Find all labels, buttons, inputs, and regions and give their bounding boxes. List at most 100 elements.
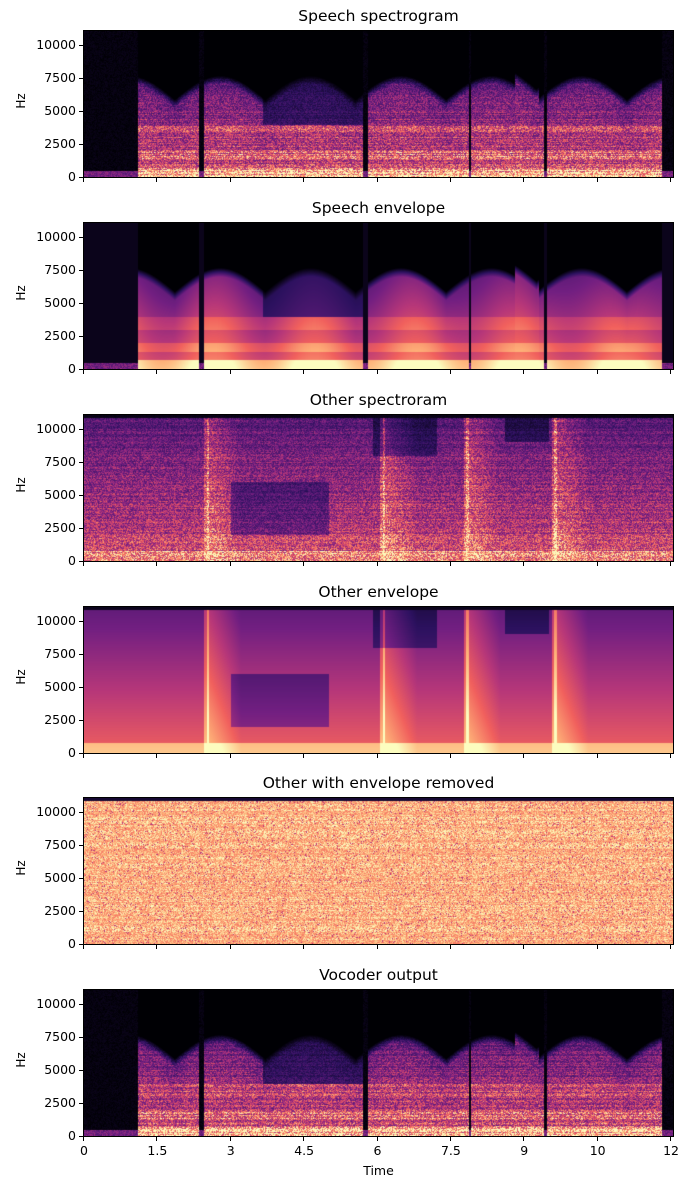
x-tick-mark — [449, 369, 451, 374]
x-axis-label: Time — [363, 1163, 394, 1178]
y-tick-mark — [79, 302, 84, 304]
x-tick-mark — [376, 944, 378, 949]
x-tick-mark — [156, 1136, 158, 1141]
y-tick-label: 10000 — [36, 228, 76, 244]
y-tick-label: 10000 — [36, 420, 76, 436]
x-tick-mark — [83, 561, 84, 566]
y-tick-mark — [79, 1003, 84, 1005]
x-tick-mark — [156, 753, 158, 758]
y-tick-mark — [79, 811, 84, 813]
x-tick-label: 7.5 — [440, 1143, 461, 1158]
x-tick-mark — [376, 177, 378, 182]
x-tick-mark — [523, 177, 525, 182]
y-tick-mark — [79, 177, 84, 178]
x-tick-mark — [670, 561, 672, 566]
y-tick-label: 7500 — [44, 261, 76, 277]
x-tick-label: 10 — [589, 1143, 606, 1158]
panel-title: Vocoder output — [319, 966, 438, 984]
panel-title: Speech spectrogram — [298, 7, 459, 25]
x-tick-mark — [156, 177, 158, 182]
y-tick-label: 10000 — [36, 995, 76, 1011]
y-tick-label: 0 — [68, 361, 76, 376]
x-tick-mark — [670, 944, 672, 949]
x-tick-mark — [83, 753, 84, 758]
x-tick-mark — [596, 177, 598, 182]
y-tick-label: 0 — [68, 745, 76, 760]
y-tick-label: 5000 — [44, 869, 76, 885]
x-tick-mark — [523, 944, 525, 949]
x-tick-mark — [523, 1136, 525, 1141]
x-tick-mark — [303, 561, 305, 566]
spectrogram-panel-5: Other with envelope removed Hz 0 2500 5000 7… — [14, 774, 674, 951]
y-tick-mark — [79, 269, 84, 271]
x-tick-mark — [229, 944, 231, 949]
y-tick-label: 10000 — [36, 36, 76, 52]
x-tick-mark — [596, 561, 598, 566]
x-tick-mark — [229, 753, 231, 758]
x-tick-mark — [156, 369, 158, 374]
spectrogram-panel-1: Speech spectrogram Hz 0 2500 5000 7500 10000 — [14, 7, 674, 184]
x-tick-mark — [303, 177, 305, 182]
x-tick-mark — [303, 753, 305, 758]
y-tick-mark — [79, 1136, 84, 1137]
y-tick-mark — [79, 719, 84, 721]
x-tick-mark — [229, 561, 231, 566]
axes-frame — [83, 30, 674, 178]
x-tick-mark — [83, 369, 84, 374]
x-tick-mark — [303, 369, 305, 374]
x-tick-mark — [229, 1136, 231, 1141]
x-tick-mark — [303, 944, 305, 949]
x-tick-label: 9 — [520, 1143, 529, 1158]
spectrogram-image — [84, 415, 673, 561]
x-tick-mark — [449, 753, 451, 758]
axes-frame — [83, 989, 674, 1137]
x-tick-mark — [523, 753, 525, 758]
y-tick-mark — [79, 143, 84, 145]
y-tick-label: 10000 — [36, 803, 76, 819]
spectrogram-panel-6: Vocoder output Hz 0 2500 5000 7500 10000 0 1.5 3… — [14, 966, 679, 1158]
x-tick-mark — [376, 753, 378, 758]
x-tick-mark — [83, 1136, 84, 1141]
x-tick-mark — [449, 561, 451, 566]
x-tick-label: 12 — [663, 1143, 679, 1158]
x-tick-mark — [670, 753, 672, 758]
x-tick-mark — [523, 561, 525, 566]
x-tick-mark — [670, 369, 672, 374]
x-tick-mark — [229, 177, 231, 182]
x-tick-mark — [229, 369, 231, 374]
y-tick-label: 7500 — [44, 836, 76, 852]
y-tick-mark — [79, 620, 84, 622]
y-tick-mark — [79, 561, 84, 562]
spectrogram-image — [84, 607, 673, 753]
panel-title: Speech envelope — [311, 199, 446, 217]
x-tick-mark — [596, 944, 598, 949]
x-tick-mark — [596, 369, 598, 374]
x-tick-label: 6 — [373, 1143, 382, 1158]
y-tick-label: 2500 — [44, 711, 76, 727]
y-tick-mark — [79, 653, 84, 655]
y-tick-label: 5000 — [44, 678, 76, 694]
axes-frame — [83, 414, 674, 562]
y-tick-mark — [79, 944, 84, 945]
x-tick-label: 3 — [226, 1143, 235, 1158]
y-tick-label: 0 — [68, 169, 76, 184]
axes-frame — [83, 222, 674, 370]
x-tick-mark — [376, 561, 378, 566]
x-tick-mark — [596, 753, 598, 758]
y-tick-mark — [79, 686, 84, 688]
y-tick-mark — [79, 369, 84, 370]
spectrogram-image — [84, 990, 673, 1136]
y-tick-mark — [79, 428, 84, 430]
x-tick-mark — [156, 944, 158, 949]
x-tick-mark — [376, 1136, 378, 1141]
y-tick-label: 2500 — [44, 902, 76, 918]
y-tick-label: 2500 — [44, 327, 76, 343]
y-tick-label: 2500 — [44, 135, 76, 151]
x-tick-mark — [83, 177, 84, 182]
y-tick-label: 5000 — [44, 1061, 76, 1077]
spectrogram-panel-2: Speech envelope Hz 0 2500 5000 7500 10000 — [14, 199, 674, 376]
y-tick-mark — [79, 753, 84, 754]
y-tick-mark — [79, 527, 84, 529]
y-tick-mark — [79, 910, 84, 912]
spectrogram-panel-3: Other spectroram Hz 0 2500 5000 7500 10000 — [14, 391, 674, 568]
